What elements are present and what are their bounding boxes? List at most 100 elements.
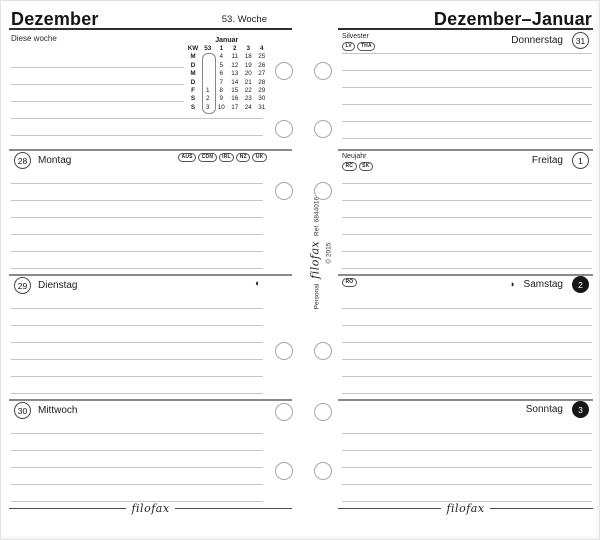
mini-calendar-cell: 53 [204,45,212,53]
left-footer-logo: filofax [9,501,293,515]
mini-calendar-cell: 6 [219,70,223,78]
spine-ref: Ref. 6844016 [313,196,321,236]
country-badge: AUS [178,153,197,162]
day-header-sonntag: Sonntag 3 [401,401,589,418]
binder-hole [275,120,293,138]
mini-calendar-cell: 3 [246,45,250,53]
moon-phase-icon: ◑ [509,279,515,289]
holiday-label: Silvester [342,33,369,40]
mini-calendar-cell: 16 [231,95,239,103]
mini-calendar-cell: 31 [258,103,266,111]
mini-calendar-grid: KW 53 1 2 3 4 M 4 11 18 25 D 5 12 19 26 M 6 13 20 27 D 7 14 21 28… [185,45,269,114]
left-month-title: Dezember [11,9,99,29]
day-number-circle: 2 [572,276,589,293]
left-header-rule [9,28,292,30]
binder-hole [275,182,293,200]
day-name: Mittwoch [38,405,78,416]
country-badge: UK [252,153,267,162]
mini-calendar-cell: 8 [219,87,223,94]
mini-calendar-cell: 24 [244,103,252,111]
mini-calendar-cell: 10 [217,103,225,111]
binder-hole [314,120,332,138]
mini-calendar-cell: 1 [219,45,223,53]
day-header-samstag: ◑ Samstag 2 [401,276,589,293]
mini-calendar-cell: 1 [205,87,210,94]
day-header-dienstag: 29 Dienstag [14,277,77,294]
mini-calendar-cell: 4 [259,45,264,53]
spine-copyright: © 2015 [324,242,332,264]
mini-calendar-cell: 21 [244,78,252,86]
day-name: Samstag [523,279,563,290]
footer-rule [174,507,293,509]
mini-calendar-cell: 28 [258,78,266,86]
binder-hole [275,403,293,421]
mini-calendar-cell: 2 [205,95,210,103]
day-name: Dienstag [38,280,78,291]
section-divider [338,274,593,276]
mini-calendar-cell: 9 [219,95,223,103]
day-header-montag: 28 Montag [14,152,71,169]
binder-hole [275,342,293,360]
note-lines-freitag [342,167,592,269]
day-number-circle: 29 [14,277,31,294]
moon-phase-icon: ◐ [255,278,261,288]
day-name: Freitag [531,155,563,166]
right-month-title: Dezember–Januar [433,9,592,29]
mini-calendar-cell: 29 [258,87,266,94]
footer-rule [489,507,594,509]
week-number-label: 53. Woche [221,14,267,25]
day-number-circle: 3 [572,401,589,418]
right-header-rule [338,28,593,30]
mini-calendar: Januar KW 53 1 2 3 4 M 4 11 18 25 D 5 12 19 26 M 6 13 20 27 D… [184,37,270,115]
mini-calendar-cell: 27 [258,70,266,78]
mini-calendar-cell: 15 [231,87,239,94]
binder-hole [275,462,293,480]
mini-calendar-cell: F [191,87,195,94]
filofax-logo: filofax [131,501,170,515]
section-divider [9,149,292,151]
mini-calendar-cell: 22 [244,87,252,94]
this-week-label: Diese woche [11,34,57,43]
day-name: Montag [38,155,72,166]
mini-calendar-cell: 18 [244,53,252,61]
mini-calendar-cell: D [190,61,196,69]
spine-product: Personal [313,283,321,310]
country-badge: CDN [198,153,217,162]
mini-calendar-cell: 25 [258,53,266,61]
day-header-mittwoch: 30 Mittwoch [14,402,77,419]
mini-calendar-cell: 19 [244,61,252,69]
section-divider [9,399,292,401]
mini-calendar-cell: S [190,95,196,103]
binder-hole [314,462,332,480]
spine-text: Personal filofax Ref. 6844016 © 2015 [307,186,333,321]
binder-hole [314,403,332,421]
footer-rule [9,507,127,509]
note-lines-sonntag [342,417,592,502]
mini-calendar-cell: 13 [231,70,239,78]
mini-calendar-cell: 23 [244,95,252,103]
note-lines-montag [11,167,263,269]
binder-hole [275,62,293,80]
binder-hole [314,62,332,80]
mini-calendar-cell: 30 [258,95,266,103]
note-lines-samstag [342,292,592,394]
mini-calendar-cell: M [190,70,196,78]
holiday-badge-row: AUS CDN IRL NZ UK [151,153,267,162]
note-lines-mittwoch [11,417,263,502]
binder-hole [314,182,332,200]
mini-calendar-title: Januar [215,37,239,44]
section-divider [338,149,593,151]
mini-calendar-cell: 20 [244,70,252,78]
spine-line-product-ref: Personal filofax Ref. 6844016 [307,186,324,321]
day-name: Sonntag [525,404,563,415]
section-divider [338,399,593,401]
mini-calendar-cell: 3 [205,103,210,111]
mini-calendar-cell: 11 [231,53,239,61]
note-lines-donnerstag [342,37,592,139]
country-badge: IRL [218,153,235,162]
mini-calendar-cell: S [190,103,196,111]
mini-calendar-cell: D [190,78,196,86]
section-divider [9,274,292,276]
mini-calendar-cell: 17 [231,103,239,111]
mini-calendar-cell: M [190,53,196,61]
